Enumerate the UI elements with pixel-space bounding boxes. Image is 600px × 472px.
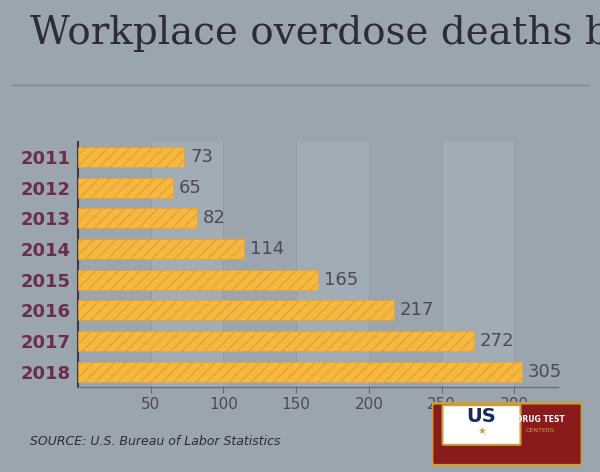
Text: 73: 73	[190, 148, 213, 166]
Text: 114: 114	[250, 240, 284, 258]
Text: 82: 82	[203, 209, 226, 228]
Text: 217: 217	[400, 301, 434, 320]
Bar	[151, 142, 223, 387]
Text: Workplace overdose deaths by year: Workplace overdose deaths by year	[30, 14, 600, 51]
Text: SOURCE: U.S. Bureau of Labor Statistics: SOURCE: U.S. Bureau of Labor Statistics	[30, 435, 281, 448]
Bar	[296, 142, 369, 387]
Text: ★: ★	[477, 426, 486, 436]
Bar	[78, 208, 197, 228]
Text: DRUG TEST: DRUG TEST	[515, 415, 565, 424]
Text: US: US	[467, 407, 496, 426]
Bar	[442, 142, 514, 387]
Bar	[78, 239, 244, 259]
Bar	[78, 331, 473, 351]
Text: 65: 65	[178, 178, 201, 197]
Text: 272: 272	[479, 332, 514, 350]
Text: CENTERS: CENTERS	[526, 429, 554, 433]
Text: 165: 165	[324, 270, 358, 289]
Bar	[78, 147, 184, 167]
Bar	[78, 177, 173, 198]
Text: 305: 305	[527, 362, 562, 381]
Bar	[78, 270, 318, 290]
Bar	[78, 300, 394, 320]
FancyBboxPatch shape	[443, 405, 521, 445]
FancyBboxPatch shape	[432, 403, 582, 465]
Bar	[78, 362, 521, 382]
